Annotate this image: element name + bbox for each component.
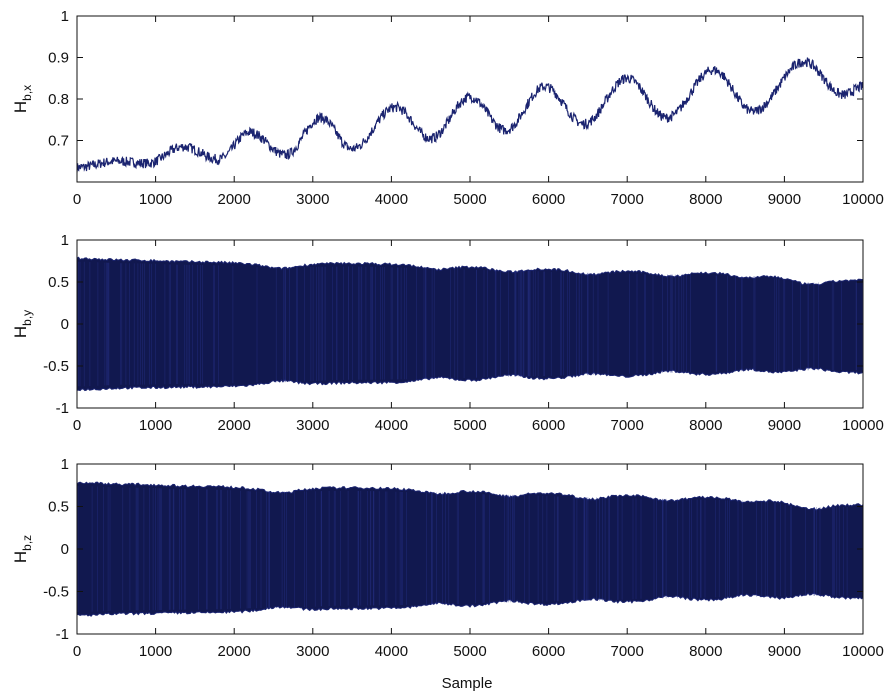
x-tick-label: 5000 bbox=[453, 417, 486, 434]
subplot-3: 0 1000 2000 3000 4000 5000 6000 7000 8000 9000 100… bbox=[11, 456, 884, 660]
x-tick-label: 3000 bbox=[296, 191, 329, 208]
y-axis-label: Hb,z bbox=[11, 535, 34, 563]
x-tick-label: 9000 bbox=[768, 643, 801, 660]
y-tick-label: -0.5 bbox=[43, 358, 69, 375]
x-tick-label: 0 bbox=[73, 643, 81, 660]
y-tick-label: -1 bbox=[56, 626, 69, 643]
series-band bbox=[77, 257, 863, 390]
y-tick-label: 0 bbox=[61, 316, 69, 333]
x-tick-label: 9000 bbox=[768, 417, 801, 434]
x-tick-label: 8000 bbox=[689, 643, 722, 660]
x-tick-label: 5000 bbox=[453, 191, 486, 208]
x-tick-label: 10000 bbox=[842, 417, 884, 434]
x-tick-label: 6000 bbox=[532, 191, 565, 208]
y-tick-label: 0.5 bbox=[48, 499, 69, 516]
series-line bbox=[77, 58, 863, 173]
y-tick-label: 0.5 bbox=[48, 274, 69, 291]
x-tick-label: 9000 bbox=[768, 191, 801, 208]
x-tick-label: 6000 bbox=[532, 417, 565, 434]
y-axis-label: Hb,x bbox=[11, 85, 34, 113]
x-tick-label: 7000 bbox=[611, 417, 644, 434]
subplot-2: 0 1000 2000 3000 4000 5000 6000 7000 8000 9000 100… bbox=[11, 232, 884, 434]
x-tick-label: 4000 bbox=[375, 417, 408, 434]
x-tick-label: 1000 bbox=[139, 417, 172, 434]
y-tick-label: 1 bbox=[61, 232, 69, 249]
subplots: 0 1000 2000 3000 4000 5000 6000 7000 8000 9000 100… bbox=[11, 8, 884, 660]
y-tick-label: 0 bbox=[61, 541, 69, 558]
y-tick-label: 1 bbox=[61, 8, 69, 25]
x-tick-label: 3000 bbox=[296, 417, 329, 434]
x-tick-label: 3000 bbox=[296, 643, 329, 660]
y-axis-label: Hb,y bbox=[11, 310, 34, 338]
x-tick-label: 2000 bbox=[218, 643, 251, 660]
x-tick-label: 0 bbox=[73, 417, 81, 434]
x-tick-label: 2000 bbox=[218, 191, 251, 208]
x-tick-label: 8000 bbox=[689, 191, 722, 208]
x-tick-label: 0 bbox=[73, 191, 81, 208]
subplot-1: 0 1000 2000 3000 4000 5000 6000 7000 8000 9000 100… bbox=[11, 8, 884, 208]
y-tick-label: 0.9 bbox=[48, 50, 69, 67]
y-tick-label: 1 bbox=[61, 456, 69, 473]
x-tick-label: 1000 bbox=[139, 191, 172, 208]
x-tick-label: 4000 bbox=[375, 643, 408, 660]
x-tick-label: 2000 bbox=[218, 417, 251, 434]
x-tick-label: 10000 bbox=[842, 191, 884, 208]
series-band bbox=[77, 482, 863, 616]
x-tick-label: 6000 bbox=[532, 643, 565, 660]
x-tick-label: 4000 bbox=[375, 191, 408, 208]
y-tick-label: -0.5 bbox=[43, 584, 69, 601]
x-tick-label: 8000 bbox=[689, 417, 722, 434]
y-tick-label: -1 bbox=[56, 400, 69, 417]
x-axis-label: Sample bbox=[442, 675, 493, 692]
x-tick-label: 7000 bbox=[611, 191, 644, 208]
x-tick-label: 7000 bbox=[611, 643, 644, 660]
y-tick-label: 0.8 bbox=[48, 91, 69, 108]
x-tick-label: 1000 bbox=[139, 643, 172, 660]
x-tick-label: 5000 bbox=[453, 643, 486, 660]
y-tick-label: 0.7 bbox=[48, 133, 69, 150]
x-tick-label: 10000 bbox=[842, 643, 884, 660]
